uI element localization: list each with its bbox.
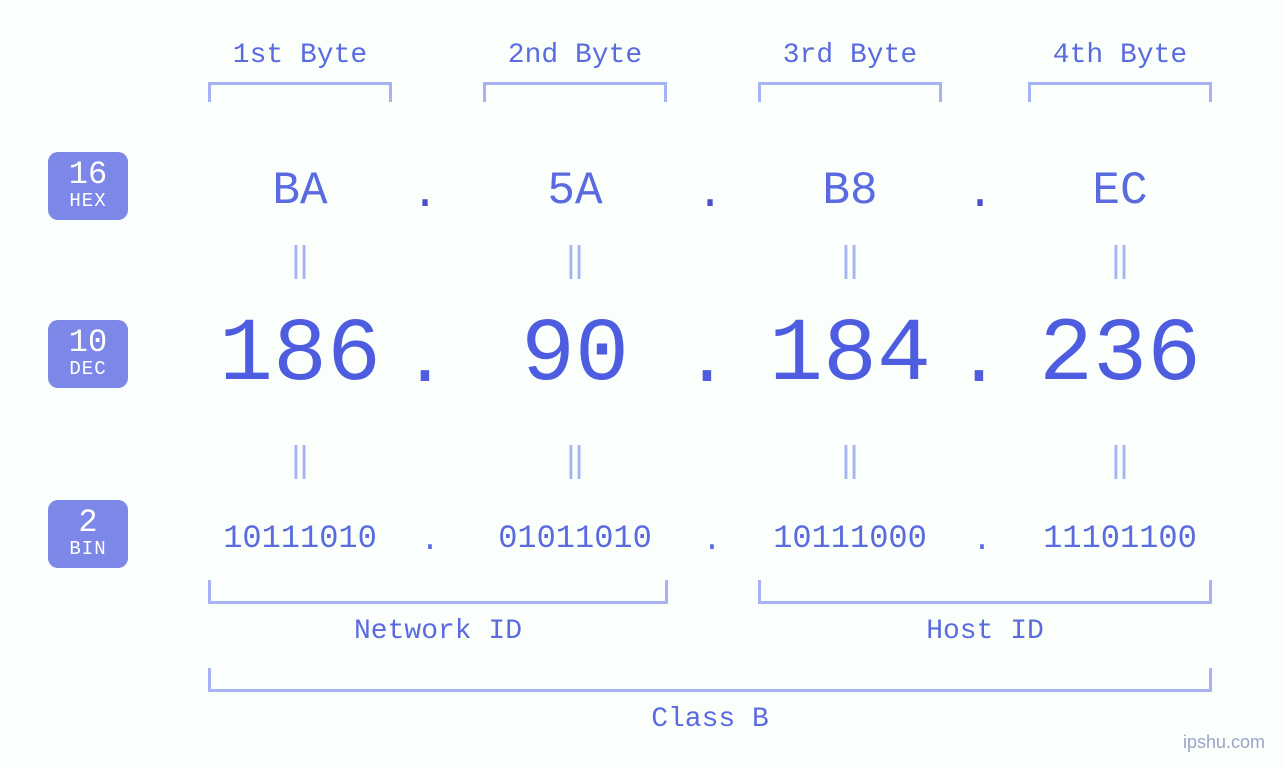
badge-hex-sub: HEX <box>48 192 128 212</box>
hex-dot-1: . <box>405 168 445 220</box>
badge-hex-num: 16 <box>48 158 128 192</box>
badge-bin-num: 2 <box>48 506 128 540</box>
class-label: Class B <box>208 704 1212 735</box>
equals-icon: ‖ <box>280 240 320 282</box>
equals-icon: ‖ <box>280 440 320 482</box>
byte-header-1: 1st Byte <box>180 40 420 71</box>
host-id-label: Host ID <box>758 616 1212 647</box>
badge-bin-sub: BIN <box>48 540 128 560</box>
badge-dec-sub: DEC <box>48 360 128 380</box>
badge-bin: 2 BIN <box>48 500 128 568</box>
hex-byte-1: BA <box>230 165 370 217</box>
byte-bracket-4 <box>1028 82 1212 102</box>
dec-byte-2: 90 <box>475 305 675 407</box>
equals-icon: ‖ <box>830 440 870 482</box>
network-id-bracket <box>208 580 668 604</box>
bin-byte-4: 11101100 <box>1010 520 1230 557</box>
watermark: ipshu.com <box>1183 732 1265 753</box>
equals-icon: ‖ <box>1100 240 1140 282</box>
badge-dec: 10 DEC <box>48 320 128 388</box>
bin-dot-2: . <box>697 522 727 559</box>
dec-dot-3: . <box>952 320 1006 404</box>
bin-byte-1: 10111010 <box>190 520 410 557</box>
byte-bracket-3 <box>758 82 942 102</box>
bin-byte-3: 10111000 <box>740 520 960 557</box>
byte-header-3: 3rd Byte <box>730 40 970 71</box>
bin-dot-3: . <box>967 522 997 559</box>
badge-hex: 16 HEX <box>48 152 128 220</box>
equals-icon: ‖ <box>1100 440 1140 482</box>
equals-icon: ‖ <box>555 440 595 482</box>
ip-diagram: 1st Byte 2nd Byte 3rd Byte 4th Byte 16 H… <box>0 0 1285 767</box>
hex-dot-2: . <box>690 168 730 220</box>
dec-byte-3: 184 <box>750 305 950 407</box>
hex-byte-4: EC <box>1050 165 1190 217</box>
byte-header-4: 4th Byte <box>1000 40 1240 71</box>
hex-byte-2: 5A <box>505 165 645 217</box>
equals-icon: ‖ <box>555 240 595 282</box>
dec-byte-1: 186 <box>200 305 400 407</box>
byte-header-2: 2nd Byte <box>455 40 695 71</box>
class-bracket <box>208 668 1212 692</box>
byte-bracket-2 <box>483 82 667 102</box>
network-id-label: Network ID <box>208 616 668 647</box>
dec-byte-4: 236 <box>1020 305 1220 407</box>
byte-bracket-1 <box>208 82 392 102</box>
dec-dot-2: . <box>680 320 734 404</box>
badge-dec-num: 10 <box>48 326 128 360</box>
bin-dot-1: . <box>415 522 445 559</box>
host-id-bracket <box>758 580 1212 604</box>
hex-dot-3: . <box>960 168 1000 220</box>
dec-dot-1: . <box>398 320 452 404</box>
hex-byte-3: B8 <box>780 165 920 217</box>
equals-icon: ‖ <box>830 240 870 282</box>
bin-byte-2: 01011010 <box>465 520 685 557</box>
